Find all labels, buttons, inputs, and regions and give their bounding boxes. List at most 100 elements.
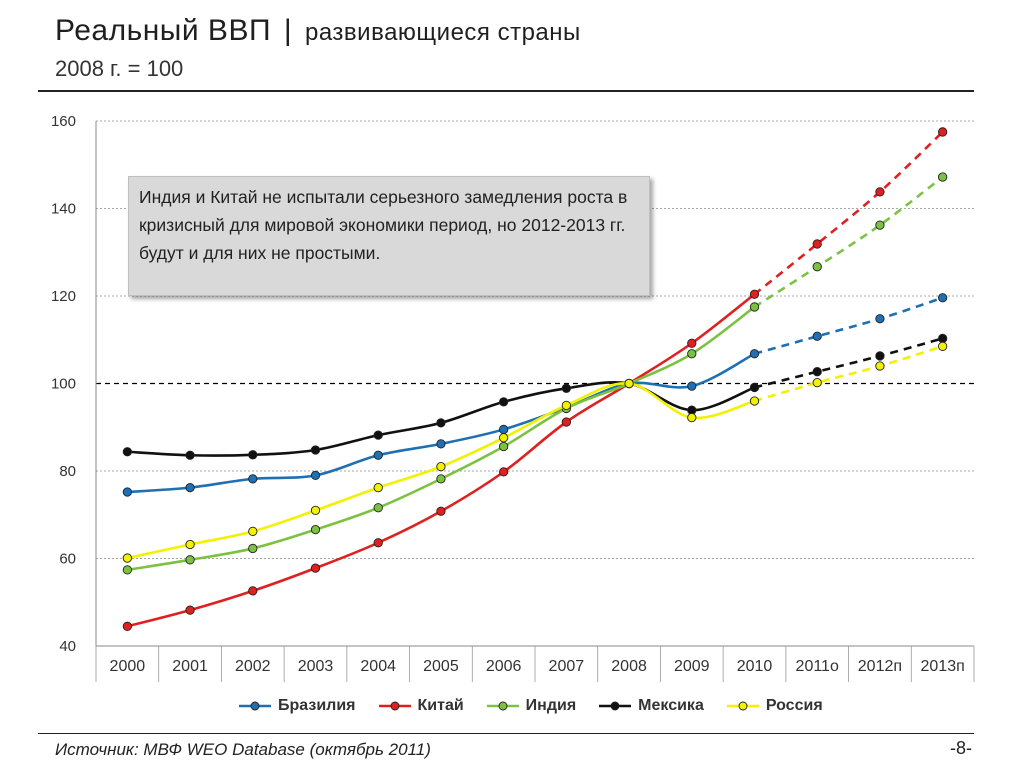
series-Россия-point [687,412,697,423]
series-Индия-point [436,474,446,484]
y-tick-label: 120 [51,288,76,305]
chart-axes: 40 60 80 100 120 140 160 2000 2001 2002 2003 2004 20… [51,113,975,682]
series-Бразилия-point [812,331,822,341]
series-Индия-point [812,262,822,272]
series-Бразилия-forecast-line [754,296,944,356]
title-main-text: еальный ВВП [74,14,272,47]
series-Россия-point [812,377,822,388]
series-Бразилия-point [248,474,258,484]
series-Мексика-point [875,351,885,361]
source-note: Источник: МВФ WEO Database (октябрь 2011… [55,740,431,759]
series-Китай-point [812,239,822,249]
footer-divider [38,733,974,734]
title-rest: развивающиеся страны [305,19,581,46]
series-Бразилия-point [122,487,133,497]
series-Мексика-point [749,382,760,393]
series-Россия-point [248,526,258,537]
legend-label: Бразилия [278,697,356,714]
series-Китай-point [937,127,948,137]
series-Мексика-point [812,367,822,377]
x-tick-label: 2010 [737,658,773,675]
legend-item-Индия: Индия [486,697,577,715]
y-tick-label: 60 [59,551,76,568]
series-Россия-point [624,378,634,389]
series-Китай-point [498,467,509,477]
series-Индия-point [122,565,133,575]
x-tick-label: 2012п [858,658,902,675]
series-Индия-point [373,503,383,513]
series-Мексика-forecast-line [754,337,943,389]
legend-label: Китай [417,697,464,714]
x-tick-label: 2004 [360,658,396,675]
legend-label: Мексика [638,697,704,714]
x-tick-label: 2001 [172,658,208,675]
x-tick-label: 2005 [423,658,459,675]
series-Мексика-point [937,333,948,344]
series-Индия-point [248,543,258,554]
series-Бразилия-line [127,352,756,494]
series-Индия-line [127,305,756,572]
series-Бразилия-point [373,450,383,460]
series-Россия-point [749,396,760,406]
legend-swatch [599,701,632,711]
series-Китай-point [310,563,321,573]
series-Индия-point [749,302,760,312]
y-tick-label: 100 [51,376,76,393]
title-cap: Р [55,14,75,47]
series-Китай-point [185,605,195,615]
series-Россия-point [498,433,509,443]
y-tick-label: 160 [51,113,76,130]
page-subtitle: 2008 г. = 100 [55,56,184,81]
legend-item-Мексика: Мексика [598,697,704,715]
y-tick-label: 80 [59,463,76,480]
x-tick-label: 2007 [549,658,585,675]
legend-swatch [486,701,519,711]
x-tick-label: 2006 [486,658,522,675]
legend-swatch [378,701,411,711]
x-tick-label: 2002 [235,658,271,675]
series-Россия-point [373,482,383,493]
y-tick-label: 40 [59,638,76,655]
series-Китай-point [561,417,572,427]
chart-series [122,127,948,631]
series-Китай-forecast-line [753,130,944,296]
series-Бразилия-point [875,314,885,324]
legend-item-Россия: Россия [726,697,823,715]
legend-swatch [239,701,271,711]
series-Индия-point [498,441,509,452]
x-tick-label: 2000 [110,658,146,675]
page-title: Реальный ВВП | развивающиеся страны [55,14,581,48]
series-Китай-point [749,289,760,299]
series-Мексика-point [185,450,195,460]
legend-item-Бразилия: Бразилия [238,697,356,715]
series-Бразилия-point [436,439,446,449]
series-Китай-point [875,187,885,197]
series-Мексика-point [436,418,446,428]
series-Мексика-point [248,450,258,460]
series-Россия-point [875,361,885,371]
series-Россия-forecast-line [754,345,944,403]
series-Индия-point [185,555,195,565]
series-Россия-point [310,505,321,516]
series-Китай-point [373,538,383,548]
chart-legend: Бразилия Китай Индия Мексика Россия [238,697,823,715]
page-number: -8- [950,738,972,758]
series-Россия-point [561,400,572,411]
series-Россия-point [436,461,446,472]
series-Китай-point [122,621,133,631]
header-divider [38,90,974,92]
title-separator: | [283,14,293,47]
series-Мексика-point [498,397,509,407]
x-tick-label: 2011о [796,658,839,675]
series-Китай-point [248,586,258,596]
series-Мексика-point [561,383,572,393]
series-Бразилия-point [185,482,195,493]
chart-grid [96,120,974,559]
x-tick-label: 2008 [611,658,647,675]
legend-label: Россия [765,697,823,714]
legend-label: Индия [525,697,577,714]
series-Китай-point [436,506,446,516]
series-Индия-point [310,524,321,535]
x-tick-label: 2009 [674,658,710,675]
